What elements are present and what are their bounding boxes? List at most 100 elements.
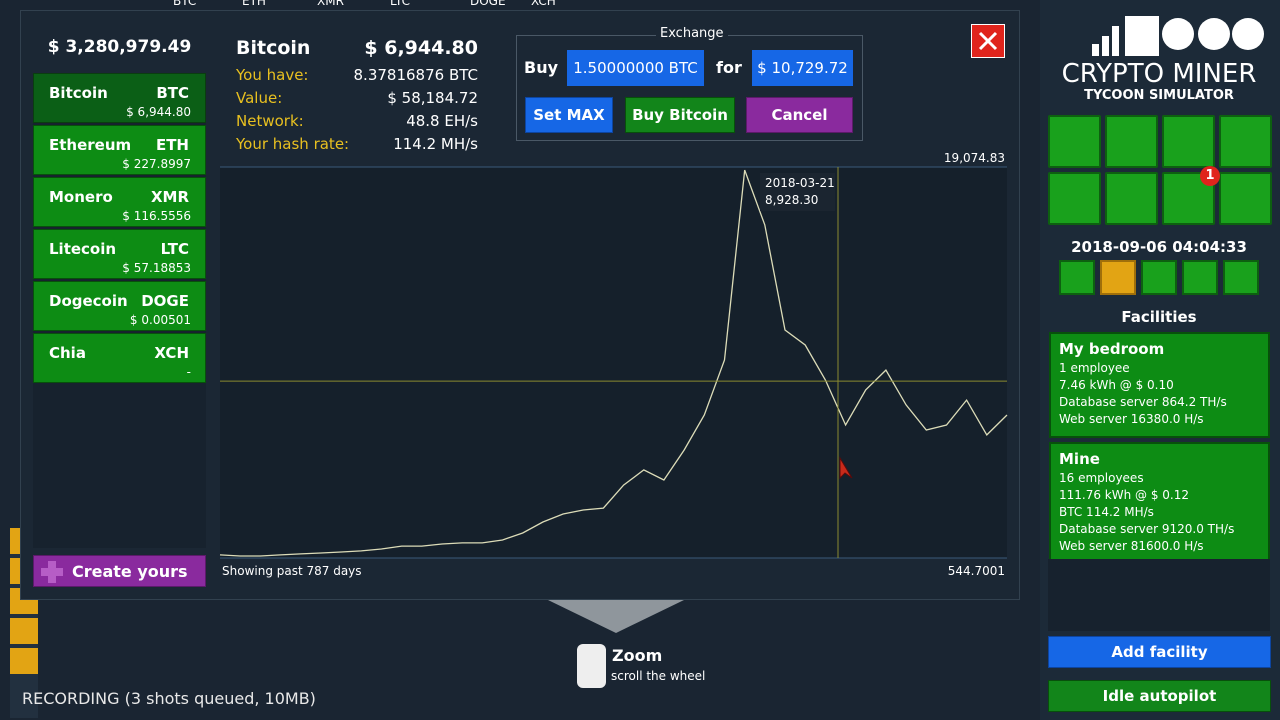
for-label: for [716, 58, 742, 77]
coin-price: $ 6,944.80 [126, 105, 191, 119]
mouse-icon [577, 644, 606, 688]
pause-button[interactable] [1059, 260, 1095, 295]
balance: $ 3,280,979.49 [47, 37, 192, 57]
coin-item[interactable]: Dogecoin DOGE $ 0.00501 [33, 281, 206, 331]
coin-item[interactable]: Monero XMR $ 116.5556 [33, 177, 206, 227]
max-label: 19,074.83 [944, 151, 1005, 165]
fastest-button[interactable] [1223, 260, 1259, 295]
coin-name: Litecoin [49, 240, 117, 258]
staff-button[interactable] [1048, 172, 1101, 225]
coin-price: $ 116.5556 [122, 209, 191, 223]
tooltip [760, 173, 835, 211]
play-button[interactable] [1100, 260, 1136, 295]
coin-title: Bitcoin [236, 37, 311, 59]
coin-name: Bitcoin [49, 84, 108, 102]
info-value: 8.37816876 BTC [353, 66, 478, 84]
info-value: 114.2 MH/s [393, 135, 478, 153]
facility-line: BTC 114.2 MH/s [1059, 505, 1154, 519]
coin-price: $ 6,944.80 [364, 37, 478, 59]
info-value: $ 58,184.72 [387, 89, 478, 107]
marketing-button[interactable] [1105, 172, 1158, 225]
coin-price: $ 57.18853 [122, 261, 191, 275]
datetime: 2018-09-06 04:04:33 [1071, 238, 1247, 256]
coin-ticker: LTC [160, 240, 189, 258]
coin-name: Dogecoin [49, 292, 128, 310]
info-label: Your hash rate: [236, 135, 350, 153]
coin-ticker: XCH [154, 344, 189, 362]
min-label: 544.7001 [948, 564, 1005, 578]
facility-name: Mine [1059, 450, 1100, 468]
facility-line: Database server 864.2 TH/s [1059, 395, 1227, 409]
fast-button[interactable] [1141, 260, 1177, 295]
facility-name: My bedroom [1059, 340, 1165, 358]
logo-subtitle: TYCOON SIMULATOR [1084, 88, 1234, 103]
facilities-title: Facilities [1121, 308, 1197, 326]
autopilot-button[interactable]: Idle autopilot [1048, 680, 1271, 712]
settings-button[interactable] [1219, 172, 1272, 225]
price-line [219, 169, 1008, 557]
button-label: Set MAX [533, 106, 605, 124]
set-max-button[interactable]: Set MAX [525, 97, 613, 133]
price-chart: 19,074.83 544.7001 Showing past 787 days 20… [219, 151, 1008, 578]
facility-line: 7.46 kWh @ $ 0.10 [1059, 378, 1174, 392]
coin-price: $ 0.00501 [129, 313, 191, 327]
phone-button[interactable] [1219, 115, 1272, 168]
facility-line: Web server 16380.0 H/s [1059, 412, 1204, 426]
add-facility-button[interactable]: Add facility [1048, 636, 1271, 668]
coin-price: $ 227.8997 [122, 157, 191, 171]
facility-card[interactable]: My bedroom 1 employee 7.46 kWh @ $ 0.10 Dat… [1049, 332, 1270, 438]
coin-price: - [186, 365, 191, 379]
tooltip-date: 2018-03-21 [765, 176, 835, 190]
coin-ticker: ETH [155, 136, 189, 154]
status: RECORDING (3 shots queued, 10MB) [22, 689, 316, 708]
badge: 1 [1200, 166, 1220, 186]
info-label: You have: [236, 66, 309, 84]
coin-ticker: BTC [156, 84, 189, 102]
facility-card[interactable]: Mine 16 employees 111.76 kWh @ $ 0.12 BTC 1… [1049, 442, 1270, 565]
market-button[interactable] [1162, 115, 1215, 168]
facility-empty [1048, 559, 1270, 631]
button-label: Add facility [1111, 643, 1208, 661]
plus-icon [41, 561, 63, 583]
close-button[interactable] [971, 24, 1005, 58]
coin-name: Chia [49, 344, 86, 362]
faster-button[interactable] [1182, 260, 1218, 295]
exchange-title: Exchange [656, 26, 728, 41]
coin-item[interactable]: Bitcoin BTC $ 6,944.80 [33, 73, 206, 123]
plot-area [220, 167, 1007, 558]
cost: $ 10,729.72 [757, 59, 848, 77]
coin-ticker: DOGE [141, 292, 189, 310]
amount: 1.50000000 BTC [573, 59, 698, 77]
button-label: Cancel [771, 106, 828, 124]
facility-line: 16 employees [1059, 471, 1144, 485]
amount-input[interactable]: 1.50000000 BTC [567, 50, 704, 86]
warehouse-button[interactable] [1105, 115, 1158, 168]
coin-item[interactable]: Ethereum ETH $ 227.8997 [33, 125, 206, 175]
logo-title: CRYPTO MINER [1062, 59, 1257, 89]
coin-name: Ethereum [49, 136, 132, 154]
hint-text: scroll the wheel [611, 669, 706, 683]
shop-button[interactable] [1048, 115, 1101, 168]
buy-label: Buy [524, 58, 559, 77]
hint-title: Zoom [612, 646, 663, 665]
cursor [839, 456, 853, 480]
facility-line: Database server 9120.0 TH/s [1059, 522, 1235, 536]
info-label: Network: [236, 112, 304, 130]
buy-button[interactable]: Buy Bitcoin [625, 97, 735, 133]
cancel-button[interactable]: Cancel [746, 97, 853, 133]
create-button[interactable]: Create yours [33, 555, 206, 587]
cost-input[interactable]: $ 10,729.72 [752, 50, 853, 86]
create-label: Create yours [72, 561, 188, 581]
logo: CRYPTO MINER TYCOON SIMULATOR [1062, 16, 1264, 103]
facility-line: 111.76 kWh @ $ 0.12 [1059, 488, 1190, 502]
facility-line: 1 employee [1059, 361, 1130, 375]
coin-item[interactable]: Chia XCH - [33, 333, 206, 383]
facility-line: Web server 81600.0 H/s [1059, 539, 1204, 553]
coin-name: Monero [49, 188, 113, 206]
coin-item[interactable]: Litecoin LTC $ 57.18853 [33, 229, 206, 279]
chart-footer: Showing past 787 days [222, 564, 362, 578]
coin-ticker: XMR [150, 188, 189, 206]
button-label: Buy Bitcoin [632, 106, 728, 124]
button-label: Idle autopilot [1102, 687, 1217, 705]
